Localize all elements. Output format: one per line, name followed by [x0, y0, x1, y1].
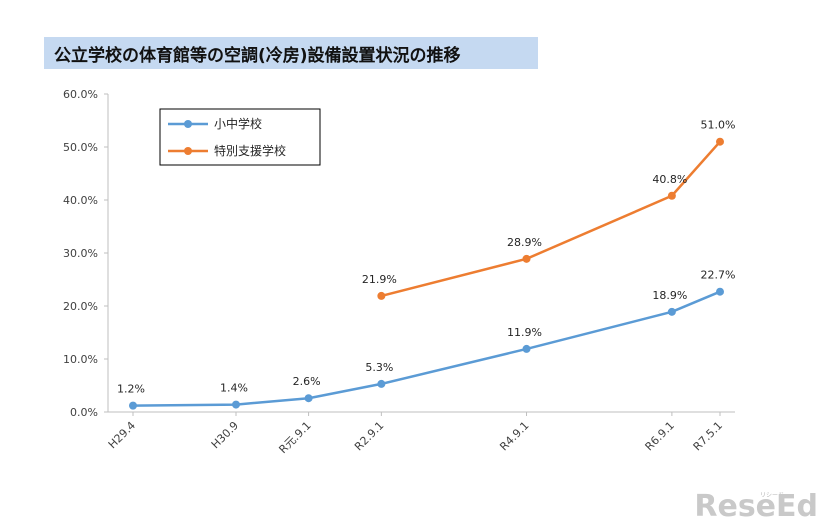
data-label: 5.3% — [365, 361, 393, 374]
data-point — [667, 307, 676, 316]
y-tick-label: 50.0% — [63, 141, 98, 154]
data-label: 28.9% — [507, 236, 542, 249]
y-tick-label: 0.0% — [70, 406, 98, 419]
legend-box — [159, 108, 321, 166]
x-tick-label: R7.5.1 — [691, 419, 725, 453]
data-label: 22.7% — [701, 269, 736, 282]
x-tick-label: H30.9 — [209, 419, 241, 451]
chart-title: 公立学校の体育館等の空調(冷房)設備設置状況の推移 — [44, 37, 538, 69]
data-point — [377, 379, 386, 388]
data-point — [304, 394, 313, 403]
data-point — [716, 137, 724, 146]
data-point — [522, 344, 531, 353]
data-point — [716, 287, 724, 296]
x-tick-label: R4.9.1 — [497, 419, 531, 453]
legend-swatch-marker — [184, 120, 192, 128]
legend-swatch-marker — [184, 147, 192, 155]
data-label: 2.6% — [293, 375, 321, 388]
data-label: 40.8% — [652, 173, 687, 186]
data-point — [232, 400, 241, 409]
data-point — [667, 191, 676, 200]
data-label: 1.2% — [117, 383, 145, 396]
watermark-logo: ReseEd — [694, 489, 818, 524]
y-tick-label: 10.0% — [63, 353, 98, 366]
legend-label: 特別支援学校 — [214, 143, 286, 158]
y-tick-label: 20.0% — [63, 300, 98, 313]
data-label: 18.9% — [652, 289, 687, 302]
x-tick-label: R6.9.1 — [643, 419, 677, 453]
data-point — [522, 254, 531, 263]
y-tick-label: 40.0% — [63, 194, 98, 207]
data-point — [129, 401, 137, 410]
legend-label: 小中学校 — [214, 116, 262, 131]
data-label: 1.4% — [220, 382, 248, 395]
watermark-subtitle: リシード — [759, 492, 784, 499]
data-label: 21.9% — [362, 273, 397, 286]
data-point — [377, 291, 386, 300]
y-tick-label: 30.0% — [63, 247, 98, 260]
y-tick-label: 60.0% — [63, 88, 98, 101]
data-label: 11.9% — [507, 326, 542, 339]
data-label: 51.0% — [701, 119, 736, 132]
series-line-2 — [381, 140, 721, 298]
x-tick-label: R2.9.1 — [352, 419, 386, 453]
x-tick-label: R元.9.1 — [276, 419, 313, 456]
x-tick-label: H29.4 — [106, 419, 138, 451]
